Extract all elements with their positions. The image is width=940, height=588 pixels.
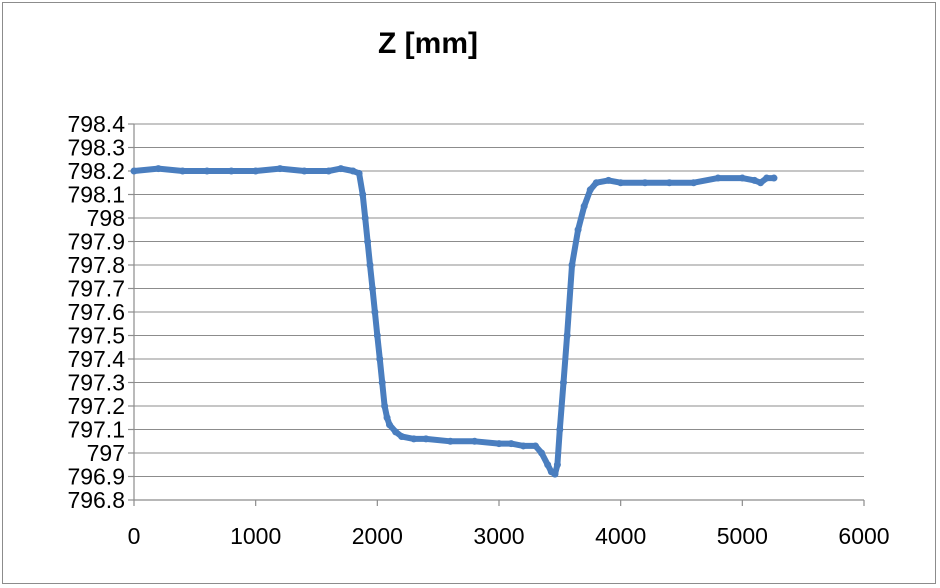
y-tick-label: 797.1 xyxy=(67,417,125,443)
data-point xyxy=(586,186,594,194)
data-point xyxy=(580,202,588,210)
data-point xyxy=(386,421,393,429)
data-point xyxy=(519,442,527,450)
data-point xyxy=(690,179,698,187)
y-tick-label: 796.8 xyxy=(67,487,125,513)
data-point xyxy=(714,174,722,182)
data-point xyxy=(130,167,138,175)
data-point xyxy=(532,442,539,450)
data-point xyxy=(641,179,649,187)
data-point xyxy=(349,167,357,175)
data-point xyxy=(551,470,559,478)
data-point xyxy=(154,165,162,173)
chart-svg: Z [mm] 798.4798.3798.2798.1798797.9797.8… xyxy=(67,27,889,549)
x-tick-label: 1000 xyxy=(230,523,281,549)
data-point xyxy=(376,355,384,363)
data-point xyxy=(592,179,600,187)
x-tick-label: 5000 xyxy=(717,523,768,549)
data-point xyxy=(359,191,367,198)
label-layer: 798.4798.3798.2798.1798797.9797.8797.779… xyxy=(67,111,889,549)
data-point xyxy=(751,176,758,184)
data-point xyxy=(495,440,503,448)
data-point xyxy=(574,226,582,234)
y-tick-label: 798 xyxy=(87,205,125,231)
data-point xyxy=(203,167,211,175)
data-point xyxy=(559,379,567,386)
y-tick-label: 797.6 xyxy=(67,299,125,325)
y-tick-label: 797.9 xyxy=(67,229,125,255)
series-line xyxy=(131,165,777,478)
data-point xyxy=(392,428,400,436)
data-point xyxy=(770,174,778,182)
chart-title: Z [mm] xyxy=(378,27,478,60)
data-point xyxy=(378,379,386,386)
y-tick-label: 797.3 xyxy=(67,370,125,396)
data-point xyxy=(371,308,379,316)
y-tick-label: 798.2 xyxy=(67,158,125,184)
data-point xyxy=(507,440,515,448)
y-tick-label: 798.3 xyxy=(67,135,125,161)
data-point xyxy=(763,174,771,182)
y-tick-label: 797.5 xyxy=(67,323,125,349)
y-tick-label: 797.2 xyxy=(67,393,125,419)
x-tick-label: 2000 xyxy=(352,523,403,549)
data-point xyxy=(252,167,260,175)
data-point xyxy=(544,461,552,469)
data-point xyxy=(276,165,284,173)
y-tick-label: 798.1 xyxy=(67,182,125,208)
data-point xyxy=(300,167,308,175)
data-point xyxy=(568,261,576,269)
data-point xyxy=(738,174,746,182)
data-point xyxy=(373,332,381,339)
data-point xyxy=(361,214,369,222)
data-point xyxy=(368,285,376,292)
grid-layer xyxy=(134,123,864,477)
data-point xyxy=(563,332,571,339)
y-tick-label: 797.8 xyxy=(67,252,125,278)
x-tick-label: 0 xyxy=(128,523,141,549)
data-point xyxy=(556,426,564,433)
axis-layer xyxy=(128,123,865,506)
y-tick-label: 797.4 xyxy=(67,346,125,372)
data-point xyxy=(757,179,765,187)
data-point xyxy=(337,165,345,173)
data-point xyxy=(383,414,391,422)
data-point xyxy=(553,461,561,469)
data-point xyxy=(422,435,430,443)
data-point xyxy=(617,179,625,187)
data-point xyxy=(471,437,479,445)
data-point xyxy=(227,167,235,175)
data-point xyxy=(364,238,372,245)
data-point xyxy=(446,437,454,445)
data-point xyxy=(538,449,546,457)
x-tick-label: 3000 xyxy=(473,523,524,549)
series-layer xyxy=(130,165,778,478)
y-tick-label: 796.9 xyxy=(67,464,125,490)
x-tick-label: 4000 xyxy=(595,523,646,549)
data-point xyxy=(665,179,673,187)
data-point xyxy=(366,261,374,269)
data-point xyxy=(381,402,389,410)
data-point xyxy=(398,433,406,441)
data-point xyxy=(605,176,612,184)
data-point xyxy=(179,167,187,175)
data-point xyxy=(410,435,418,443)
y-tick-label: 797.7 xyxy=(67,276,125,302)
data-point xyxy=(355,169,363,177)
y-tick-label: 798.4 xyxy=(67,111,125,137)
data-point xyxy=(325,167,333,175)
x-tick-label: 6000 xyxy=(838,523,889,549)
y-tick-label: 797 xyxy=(87,440,125,466)
